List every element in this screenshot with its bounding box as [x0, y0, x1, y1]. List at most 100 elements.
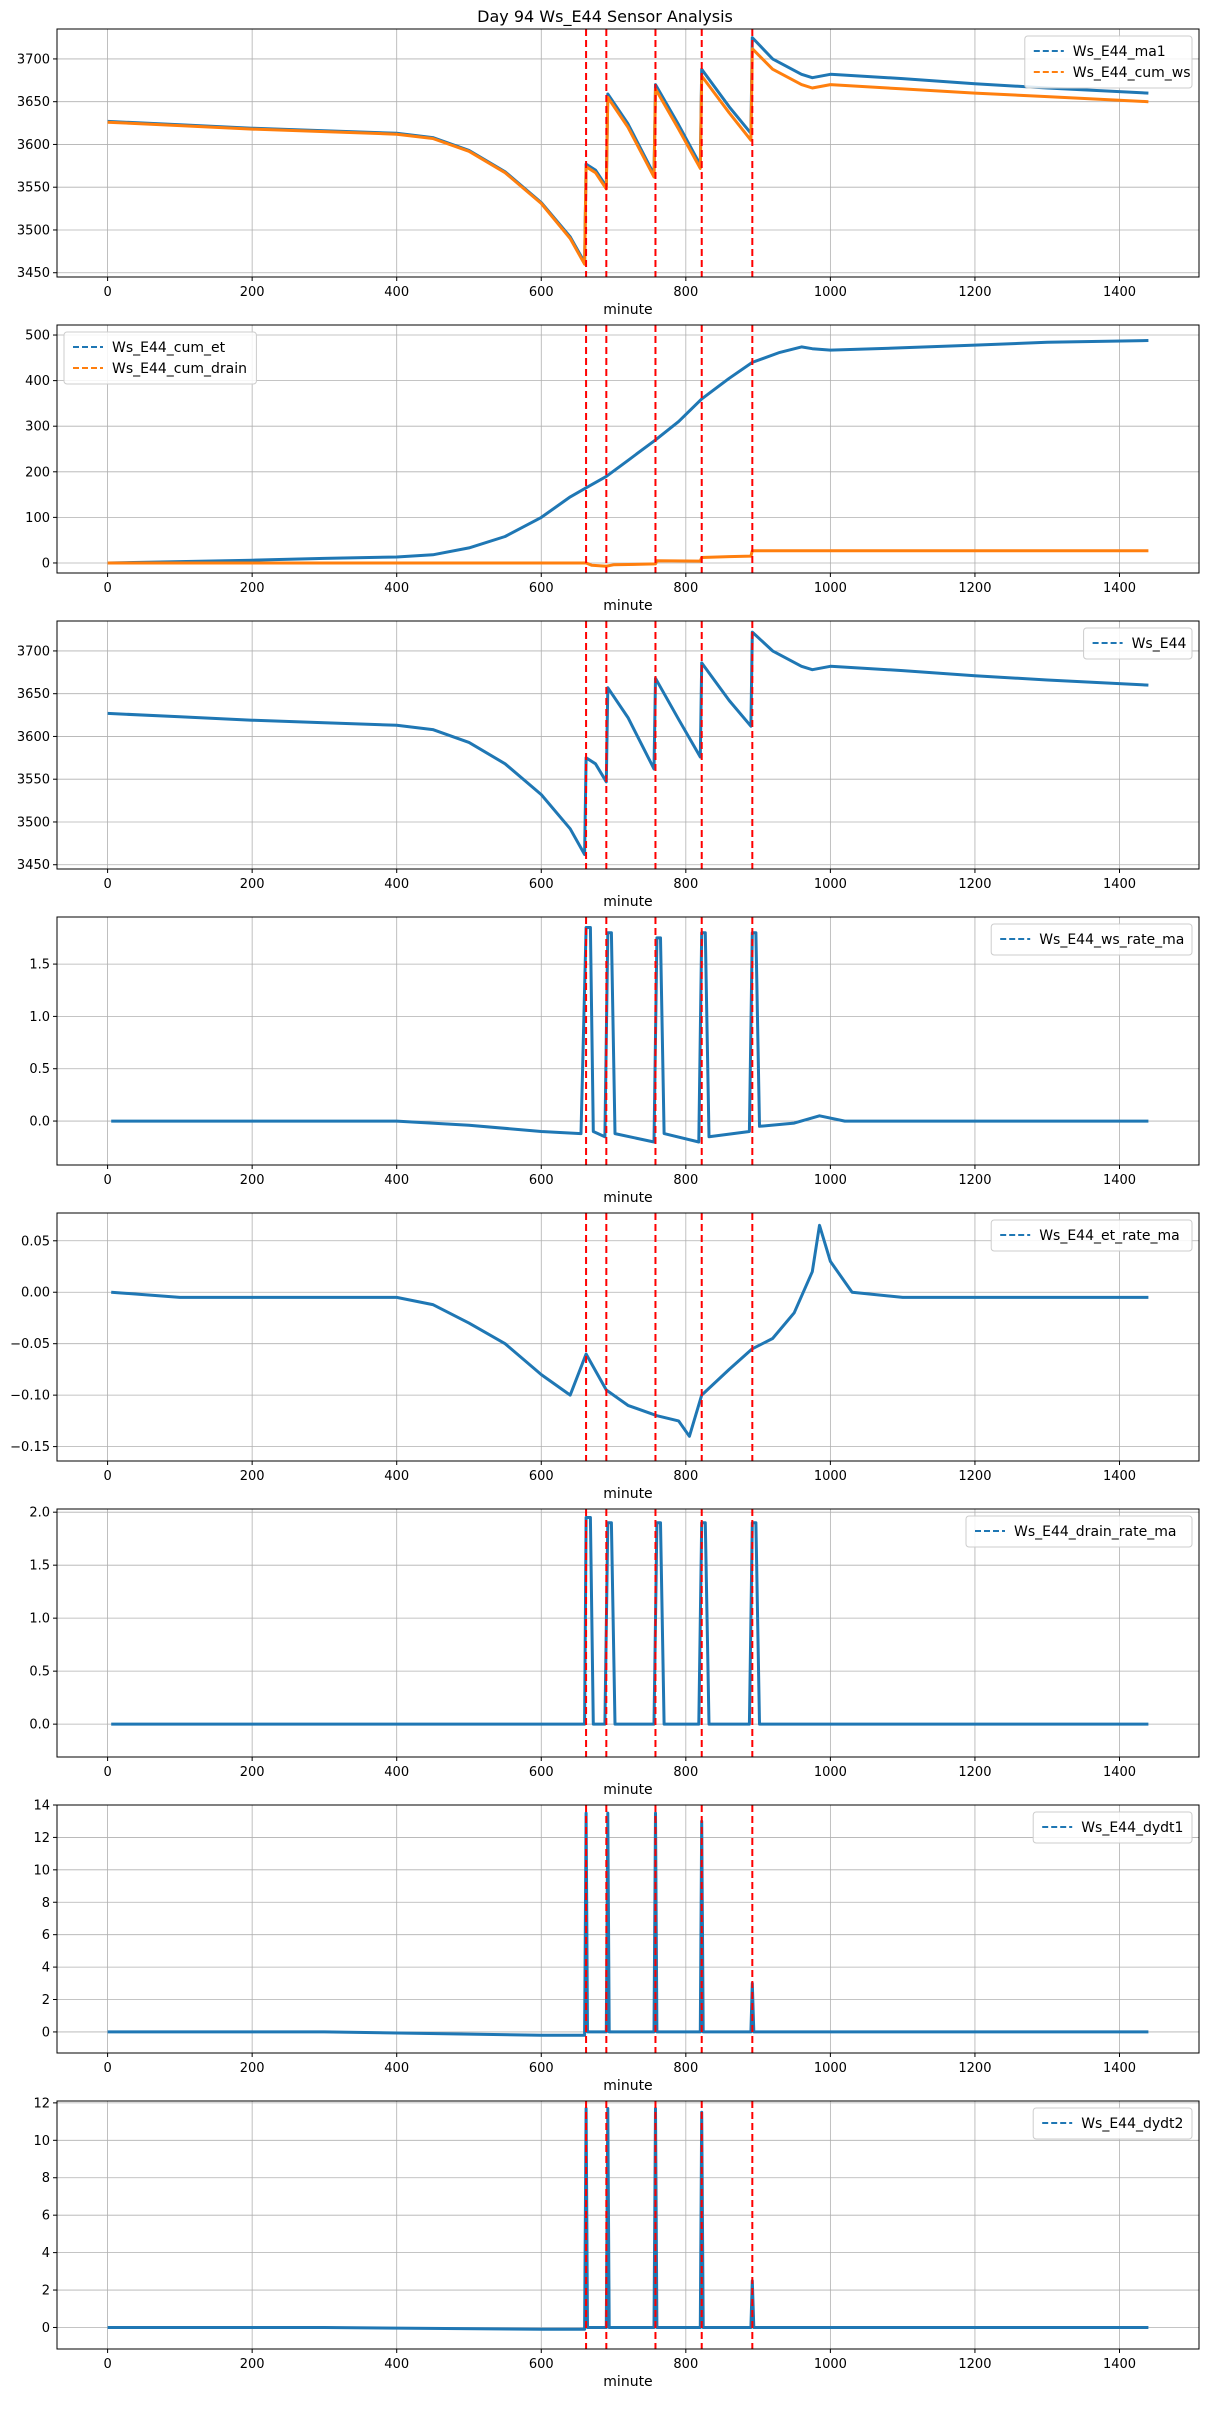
event-lines [585, 325, 754, 573]
y-tick-label: 12 [33, 2096, 50, 2111]
legend-label: Ws_E44_ws_rate_ma [1039, 932, 1184, 948]
x-tick-label: 1000 [814, 2357, 847, 2372]
series-group [107, 2107, 1149, 2331]
x-axis: 0 200 400 600 800 1000 1200 1400 [103, 2349, 1136, 2372]
x-tick-label: 1400 [1103, 877, 1136, 892]
chart-panel-7: 0 200 400 600 800 1000 1200 1400 0 2 4 6 8 10 12 14 minu… [33, 1799, 1200, 2094]
x-tick-label: 400 [384, 2061, 409, 2076]
chart-panel-3: 0 200 400 600 800 1000 1200 1400 3450 3500 3550 360… [17, 620, 1200, 910]
legend-box [990, 1219, 1193, 1252]
x-tick-label: 800 [673, 877, 698, 892]
chart-panel-6: 0 200 400 600 800 1000 1200 1400 0.0 0.5 1.0 1.5 2.0… [29, 1506, 1200, 1798]
panels: 0 200 400 600 800 1000 1200 1400345035003550360… [10, 28, 1200, 2390]
axes-frame [56, 916, 1200, 1166]
y-axis: 0.0 0.5 1.0 1.5 [29, 958, 57, 1130]
y-tick-label: 8 [42, 1896, 50, 1911]
legend-label: Ws_E44_cum_ws [1073, 65, 1191, 81]
legend-label: Ws_E44_ma1 [1073, 44, 1166, 60]
y-tick-label: 2.0 [29, 1506, 50, 1521]
x-axis-label: minute [603, 1190, 652, 1206]
event-lines [585, 917, 754, 1165]
gridlines [57, 1804, 1199, 2053]
y-tick-label: 3500 [17, 815, 50, 830]
legend-box [990, 923, 1193, 956]
y-tick-label: 12 [33, 1831, 50, 1846]
y-tick-label: 400 [25, 374, 50, 389]
series-line-Ws_E44_cum_et [107, 339, 1149, 565]
chart-panel-4: 0 200 400 600 800 1000 1200 1400 0.0 0.5 1.0 1.5 min… [29, 916, 1200, 1206]
legend-box [1032, 2107, 1193, 2140]
series-group [111, 1223, 1149, 1438]
y-axis: 0 100 200 300 400 500 [25, 329, 57, 571]
x-tick-label: 200 [240, 581, 265, 596]
y-tick-label: 3650 [17, 687, 50, 702]
event-lines [585, 2101, 754, 2349]
y-tick-label: 0.00 [21, 1286, 50, 1301]
x-tick-label: 200 [240, 877, 265, 892]
y-axis: 0 2 4 6 8 10 12 [33, 2096, 57, 2336]
x-axis-label: minute [603, 894, 652, 910]
legend-box [1024, 35, 1193, 89]
y-tick-label: 4 [42, 1961, 50, 1976]
y-tick-label: 100 [25, 511, 50, 526]
y-axis: 3450 3500 3550 3600 3650 3700 [17, 644, 57, 873]
x-tick-label: 1400 [1103, 1469, 1136, 1484]
x-tick-label: 400 [384, 1469, 409, 1484]
y-tick-label: 500 [25, 329, 50, 344]
chart-panel-1: 0 200 400 600 800 1000 1200 1400 3450 3500 3550 360… [17, 28, 1200, 318]
series-group [111, 926, 1149, 1144]
legend: Ws_E44_dydt1 [1032, 1811, 1193, 1844]
series-line-Ws_E44_dydt2 [107, 2107, 1149, 2331]
y-tick-label: 300 [25, 420, 50, 435]
axes-frame [56, 1804, 1200, 2054]
x-tick-label: 600 [529, 1469, 554, 1484]
y-tick-label: 3500 [17, 223, 50, 238]
gridlines [57, 29, 1199, 277]
gridlines [57, 621, 1199, 869]
y-tick-label: 0.05 [21, 1234, 50, 1249]
y-tick-label: 0.0 [29, 1718, 50, 1733]
legend: Ws_E44_ma1 Ws_E44_cum_ws [1024, 35, 1193, 89]
y-tick-label: −0.10 [10, 1389, 50, 1404]
axes-frame [56, 324, 1200, 574]
x-tick-label: 1400 [1103, 581, 1136, 596]
y-tick-label: 3700 [17, 52, 50, 67]
x-axis-label: minute [603, 598, 652, 614]
x-tick-label: 400 [384, 285, 409, 300]
x-axis-label: minute [603, 1486, 652, 1502]
y-tick-label: 1.0 [29, 1010, 50, 1025]
legend-label: Ws_E44_dydt1 [1081, 1820, 1183, 1836]
x-tick-label: 400 [384, 1765, 409, 1780]
y-tick-label: 3450 [17, 858, 50, 873]
x-tick-label: 1200 [958, 1765, 991, 1780]
y-tick-label: −0.15 [10, 1440, 50, 1455]
event-lines [585, 1509, 754, 1757]
legend-box [1032, 1811, 1193, 1844]
legend-label: Ws_E44 [1132, 636, 1187, 652]
x-tick-label: 600 [529, 2061, 554, 2076]
x-axis-label: minute [603, 2078, 652, 2094]
chart-panel-5: 0 200 400 600 800 1000 1200 1400 −0.15 −0.10 −0.05… [10, 1212, 1200, 1502]
axes-frame [56, 28, 1200, 278]
x-tick-label: 400 [384, 2357, 409, 2372]
y-tick-label: 2 [42, 2284, 50, 2299]
x-tick-label: 1200 [958, 2357, 991, 2372]
x-tick-label: 200 [240, 285, 265, 300]
chart-panel-2: 0 200 400 600 800 1000 1200 1400 0 100 200 300 400 50… [25, 324, 1200, 614]
x-axis: 0 200 400 600 800 1000 1200 1400 [103, 1165, 1136, 1188]
y-tick-label: 6 [42, 2209, 50, 2224]
x-tick-label: 600 [529, 2357, 554, 2372]
legend: Ws_E44_et_rate_ma [990, 1219, 1193, 1252]
x-tick-label: 200 [240, 1469, 265, 1484]
x-tick-label: 600 [529, 1173, 554, 1188]
gridlines [57, 1509, 1199, 1757]
x-tick-label: 800 [673, 2061, 698, 2076]
y-tick-label: 0.5 [29, 1665, 50, 1680]
series-group [107, 630, 1149, 856]
x-tick-label: 600 [529, 877, 554, 892]
x-axis: 0 200 400 600 800 1000 1200 1400 [103, 277, 1136, 300]
y-tick-label: 3550 [17, 773, 50, 788]
x-axis: 0 200 400 600 800 1000 1200 1400 [103, 573, 1136, 596]
x-tick-label: 1200 [958, 2061, 991, 2076]
x-tick-label: 0 [103, 2357, 111, 2372]
